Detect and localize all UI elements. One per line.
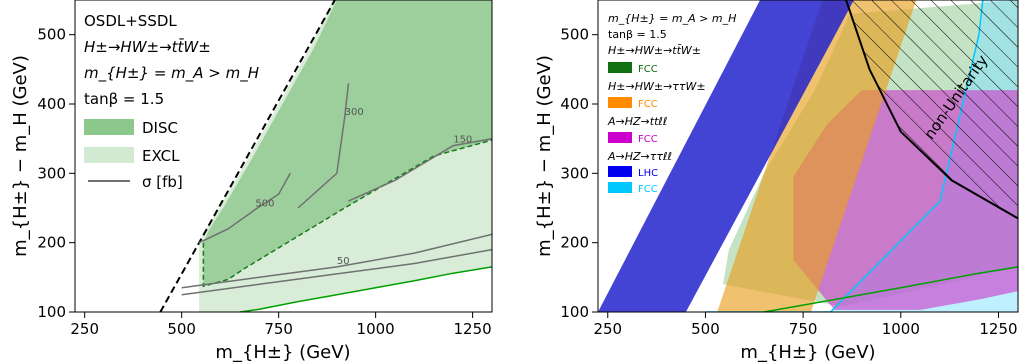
x-tick-label: 750 bbox=[789, 320, 818, 338]
diagonal-boundary bbox=[159, 0, 336, 312]
legend-line-3: m_{H±} = m_A > m_H bbox=[84, 64, 259, 83]
left-y-ticks: 100 200 300 400 500 bbox=[37, 26, 75, 321]
right-legend: m_{H±} = m_A > m_H tanβ = 1.5 H±→HW±→tt̄… bbox=[607, 12, 736, 195]
y-tick-label: 100 bbox=[560, 303, 589, 321]
sigma-contour-label: 150 bbox=[453, 135, 472, 146]
disc-region bbox=[203, 0, 492, 287]
x-tick-label: 500 bbox=[167, 320, 196, 338]
left-chart: 500 300 150 50 250 500 750 1000 1250 100 200 300 4… bbox=[10, 0, 493, 363]
right-y-axis-label: m_{H±} − m_H (GeV) bbox=[534, 55, 555, 257]
left-axes-frame bbox=[74, 0, 493, 313]
legend-disc-label: DISC bbox=[142, 119, 178, 137]
left-x-axis-label: m_{H±} (GeV) bbox=[215, 342, 350, 363]
sigma-contours: 500 300 150 50 bbox=[181, 83, 492, 296]
ttW-fcc-excl-line bbox=[763, 266, 1018, 312]
legend-swatch-disc bbox=[84, 119, 134, 135]
right-legend-fcc-5: FCC bbox=[638, 184, 658, 195]
right-y-ticks: 100 200 300 400 500 bbox=[560, 26, 598, 321]
right-legend-group-1: H±→HW±→tt̄W± bbox=[608, 44, 701, 57]
non-unitarity-boundary bbox=[845, 0, 1018, 220]
left-legend: OSDL+SSDL H±→HW±→tt̄W± m_{H±} = m_A > m_… bbox=[84, 12, 259, 191]
orange-fcc-region bbox=[717, 0, 917, 312]
right-axes-frame bbox=[597, 0, 1019, 313]
y-tick-label: 500 bbox=[560, 26, 589, 44]
legend-sigma-label: σ [fb] bbox=[142, 173, 183, 191]
excl-boundary bbox=[239, 266, 492, 312]
sigma-contour-line bbox=[297, 83, 350, 209]
right-legend-fcc-3: FCC bbox=[638, 134, 658, 145]
left-x-ticks: 250 500 750 1000 1250 bbox=[70, 312, 492, 338]
right-legend-group-4: A→HZ→ττℓℓ bbox=[607, 150, 672, 163]
right-legend-group-2: H±→HW±→ττW± bbox=[608, 80, 706, 93]
x-tick-label: 250 bbox=[70, 320, 99, 338]
sigma-contour-label: 50 bbox=[337, 256, 350, 267]
right-legend-line-1: m_{H±} = m_A > m_H bbox=[608, 12, 736, 25]
sigma-contour-label: 500 bbox=[255, 198, 274, 209]
sigma-contour-line bbox=[198, 172, 291, 244]
right-legend-fcc-1: FCC bbox=[638, 64, 658, 75]
legend-line-2: H±→HW±→tt̄W± bbox=[84, 37, 211, 56]
y-tick-label: 100 bbox=[37, 303, 66, 321]
x-tick-label: 1000 bbox=[357, 320, 395, 338]
sigma-contour-label: 300 bbox=[345, 107, 364, 118]
right-swatch-4 bbox=[608, 166, 632, 177]
left-y-axis-label: m_{H±} − m_H (GeV) bbox=[10, 55, 31, 257]
right-plot-area bbox=[598, 0, 1018, 312]
legend-line-4: tanβ = 1.5 bbox=[84, 90, 164, 108]
sigma-contour-line bbox=[348, 137, 492, 202]
non-unitarity-region bbox=[846, 0, 1018, 219]
y-tick-label: 500 bbox=[37, 26, 66, 44]
right-legend-line-2: tanβ = 1.5 bbox=[608, 28, 667, 41]
y-tick-label: 300 bbox=[560, 164, 589, 182]
right-swatch-3 bbox=[608, 132, 632, 143]
y-tick-label: 400 bbox=[560, 95, 589, 113]
left-plot-area: 500 300 150 50 bbox=[159, 0, 492, 312]
right-swatch-2 bbox=[608, 97, 632, 108]
x-tick-label: 250 bbox=[593, 320, 622, 338]
y-tick-label: 300 bbox=[37, 164, 66, 182]
sigma-contour-line bbox=[181, 248, 492, 296]
right-swatch-5 bbox=[608, 182, 632, 193]
legend-excl-label: EXCL bbox=[142, 147, 180, 165]
right-legend-lhc: LHC bbox=[638, 168, 658, 179]
right-legend-group-3: A→HZ→ttℓℓ bbox=[607, 115, 667, 128]
lhc-blue-region bbox=[598, 0, 854, 312]
x-tick-label: 1250 bbox=[979, 320, 1017, 338]
y-tick-label: 200 bbox=[560, 234, 589, 252]
right-swatch-1 bbox=[608, 62, 632, 73]
right-chart: 250 500 750 1000 1250 100 200 300 400 500 m_{H±}… bbox=[534, 0, 1019, 363]
x-tick-label: 500 bbox=[691, 320, 720, 338]
sigma-contour-line bbox=[181, 233, 492, 289]
x-tick-label: 1250 bbox=[454, 320, 492, 338]
legend-line-1: OSDL+SSDL bbox=[84, 12, 177, 30]
right-x-ticks: 250 500 750 1000 1250 bbox=[593, 312, 1018, 338]
y-tick-label: 400 bbox=[37, 95, 66, 113]
legend-swatch-excl bbox=[84, 147, 134, 163]
right-legend-fcc-2: FCC bbox=[638, 99, 658, 110]
x-tick-label: 750 bbox=[264, 320, 293, 338]
right-x-axis-label: m_{H±} (GeV) bbox=[740, 342, 875, 363]
x-tick-label: 1000 bbox=[882, 320, 920, 338]
disc-boundary bbox=[202, 139, 492, 288]
y-tick-label: 200 bbox=[37, 234, 66, 252]
